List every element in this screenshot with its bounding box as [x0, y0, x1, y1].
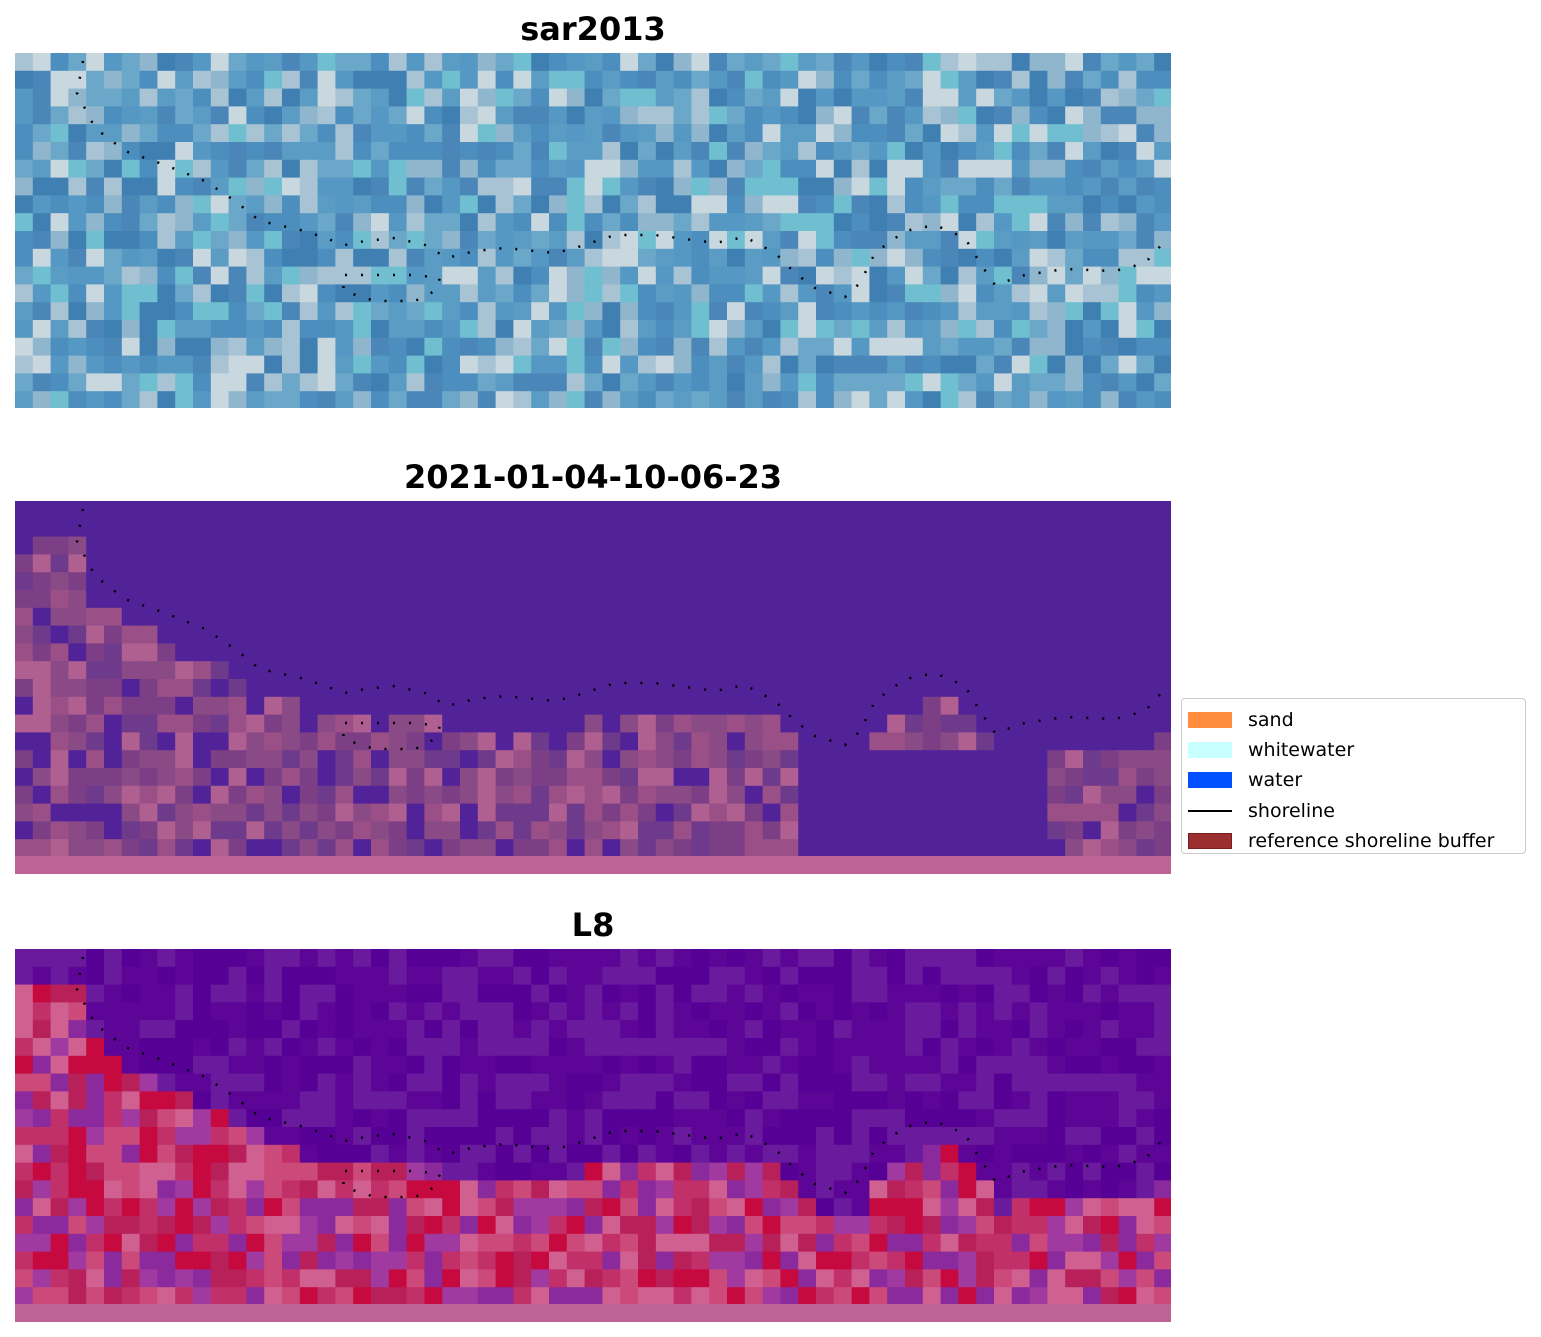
- panel-title-classified: 2021-01-04-10-06-23: [403, 458, 783, 496]
- legend-item-sand: sand: [1188, 705, 1525, 735]
- l8-image-panel: [15, 949, 1171, 1322]
- classified-image-panel: [15, 501, 1171, 874]
- raster-image: [15, 53, 1171, 408]
- panel-title-sar2013: sar2013: [520, 10, 666, 48]
- bottom-band: [15, 1304, 1171, 1322]
- raster-image: [15, 949, 1171, 1322]
- reference-shoreline-buffer-swatch: [1188, 832, 1232, 849]
- shoreline-line-swatch: [1188, 809, 1232, 812]
- legend-item-water: water: [1188, 765, 1525, 795]
- raster-image: [15, 501, 1171, 874]
- legend-item-shoreline: shoreline: [1188, 796, 1525, 826]
- sar2013-image-panel: [15, 53, 1171, 408]
- shoreline-path: [341, 273, 442, 303]
- bottom-band: [15, 856, 1171, 874]
- shoreline-path: [341, 1169, 442, 1199]
- legend: sand whitewater water shoreline referenc…: [1181, 698, 1526, 854]
- legend-item-reference-shoreline-buffer: reference shoreline buffer: [1188, 826, 1525, 856]
- shoreline-path: [341, 721, 442, 751]
- panel-title-l8: L8: [571, 906, 615, 944]
- legend-item-whitewater: whitewater: [1188, 735, 1525, 765]
- whitewater-swatch: [1188, 742, 1232, 759]
- water-swatch: [1188, 772, 1232, 789]
- sand-swatch: [1188, 712, 1232, 729]
